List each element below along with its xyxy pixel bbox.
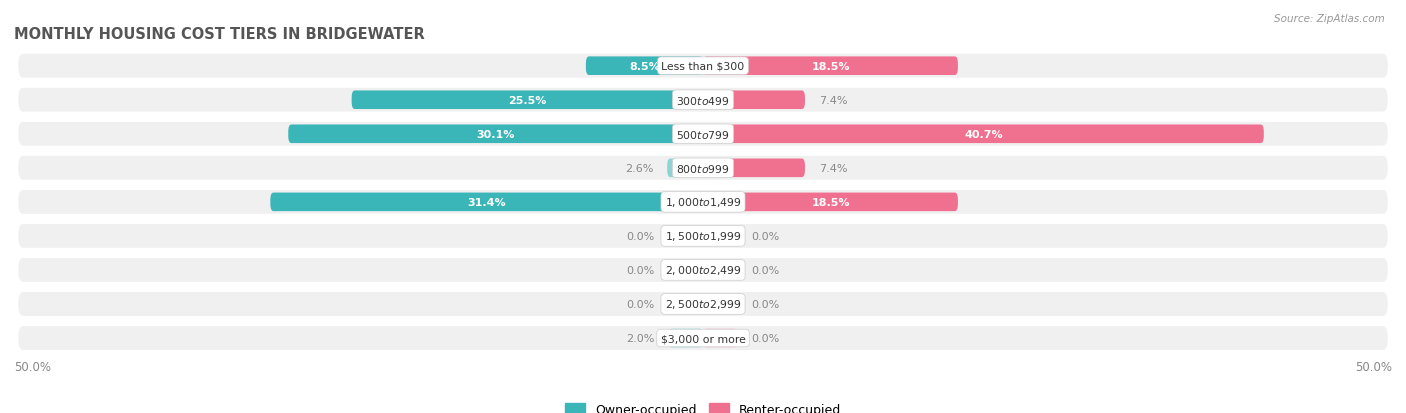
FancyBboxPatch shape <box>703 295 738 313</box>
Text: $300 to $499: $300 to $499 <box>676 95 730 107</box>
Text: 31.4%: 31.4% <box>467 197 506 207</box>
FancyBboxPatch shape <box>669 329 703 347</box>
Text: 0.0%: 0.0% <box>751 333 779 343</box>
Text: $3,000 or more: $3,000 or more <box>661 333 745 343</box>
Legend: Owner-occupied, Renter-occupied: Owner-occupied, Renter-occupied <box>565 403 841 413</box>
Text: 0.0%: 0.0% <box>627 231 655 241</box>
FancyBboxPatch shape <box>669 227 703 246</box>
FancyBboxPatch shape <box>18 123 1388 146</box>
FancyBboxPatch shape <box>703 227 738 246</box>
FancyBboxPatch shape <box>18 190 1388 214</box>
Text: 50.0%: 50.0% <box>14 360 51 373</box>
Text: $1,500 to $1,999: $1,500 to $1,999 <box>665 230 741 243</box>
FancyBboxPatch shape <box>352 91 703 110</box>
Text: MONTHLY HOUSING COST TIERS IN BRIDGEWATER: MONTHLY HOUSING COST TIERS IN BRIDGEWATE… <box>14 26 425 41</box>
FancyBboxPatch shape <box>669 295 703 313</box>
Text: $800 to $999: $800 to $999 <box>676 162 730 174</box>
FancyBboxPatch shape <box>18 292 1388 316</box>
Text: 50.0%: 50.0% <box>1355 360 1392 373</box>
FancyBboxPatch shape <box>668 159 703 178</box>
FancyBboxPatch shape <box>18 89 1388 112</box>
Text: 2.0%: 2.0% <box>627 333 655 343</box>
Text: 18.5%: 18.5% <box>811 197 849 207</box>
FancyBboxPatch shape <box>703 261 738 280</box>
Text: $1,000 to $1,499: $1,000 to $1,499 <box>665 196 741 209</box>
Text: 25.5%: 25.5% <box>508 95 547 105</box>
FancyBboxPatch shape <box>18 259 1388 282</box>
FancyBboxPatch shape <box>703 193 957 211</box>
Text: $2,500 to $2,999: $2,500 to $2,999 <box>665 298 741 311</box>
FancyBboxPatch shape <box>18 224 1388 248</box>
Text: 8.5%: 8.5% <box>628 62 659 71</box>
FancyBboxPatch shape <box>703 125 1264 144</box>
Text: 0.0%: 0.0% <box>627 299 655 309</box>
Text: 40.7%: 40.7% <box>965 129 1002 140</box>
FancyBboxPatch shape <box>703 159 806 178</box>
FancyBboxPatch shape <box>703 91 806 110</box>
Text: $500 to $799: $500 to $799 <box>676 128 730 140</box>
Text: Source: ZipAtlas.com: Source: ZipAtlas.com <box>1274 14 1385 24</box>
Text: 2.6%: 2.6% <box>626 164 654 173</box>
FancyBboxPatch shape <box>18 55 1388 78</box>
FancyBboxPatch shape <box>703 329 738 347</box>
Text: $2,000 to $2,499: $2,000 to $2,499 <box>665 264 741 277</box>
Text: Less than $300: Less than $300 <box>661 62 745 71</box>
FancyBboxPatch shape <box>703 57 957 76</box>
Text: 7.4%: 7.4% <box>818 164 848 173</box>
Text: 30.1%: 30.1% <box>477 129 515 140</box>
Text: 0.0%: 0.0% <box>751 299 779 309</box>
FancyBboxPatch shape <box>18 326 1388 350</box>
FancyBboxPatch shape <box>669 261 703 280</box>
FancyBboxPatch shape <box>18 157 1388 180</box>
Text: 7.4%: 7.4% <box>818 95 848 105</box>
Text: 18.5%: 18.5% <box>811 62 849 71</box>
FancyBboxPatch shape <box>288 125 703 144</box>
Text: 0.0%: 0.0% <box>627 265 655 275</box>
FancyBboxPatch shape <box>586 57 703 76</box>
FancyBboxPatch shape <box>270 193 703 211</box>
Text: 0.0%: 0.0% <box>751 265 779 275</box>
Text: 0.0%: 0.0% <box>751 231 779 241</box>
